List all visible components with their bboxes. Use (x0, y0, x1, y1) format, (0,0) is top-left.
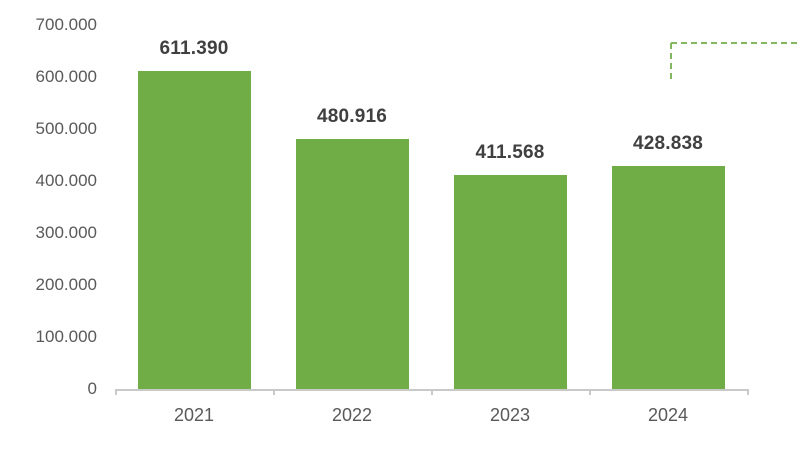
bar-value-label: 428.838 (632, 133, 704, 154)
y-axis-label: 0 (87, 379, 97, 398)
bar-2021 (137, 71, 251, 389)
x-axis-tick-mark (431, 389, 433, 395)
x-axis-tick-mark (747, 389, 749, 395)
y-axis-label: 700.000 (35, 15, 97, 34)
y-axis-label: 600.000 (35, 67, 97, 86)
x-axis-label: 2024 (647, 405, 689, 425)
bar-2023 (453, 175, 567, 389)
y-axis-label: 100.000 (35, 327, 97, 346)
x-axis-tick-mark (115, 389, 117, 395)
dashed-callout-annotation (670, 42, 800, 79)
x-axis-tick-mark (589, 389, 591, 395)
bar-2024 (611, 166, 725, 389)
bar-value-label: 411.568 (475, 142, 545, 163)
y-axis-label: 200.000 (35, 275, 97, 294)
x-axis-label: 2021 (173, 405, 215, 425)
y-axis-label: 300.000 (35, 223, 97, 242)
y-axis-label: 500.000 (35, 119, 97, 138)
x-axis-label: 2023 (489, 405, 531, 425)
y-axis-label: 400.000 (35, 171, 97, 190)
bar-value-label: 480.916 (316, 106, 388, 127)
bar-value-label: 611.390 (159, 38, 229, 59)
x-axis-tick-mark (273, 389, 275, 395)
x-axis-label: 2022 (331, 405, 373, 425)
bar-2022 (295, 139, 409, 389)
